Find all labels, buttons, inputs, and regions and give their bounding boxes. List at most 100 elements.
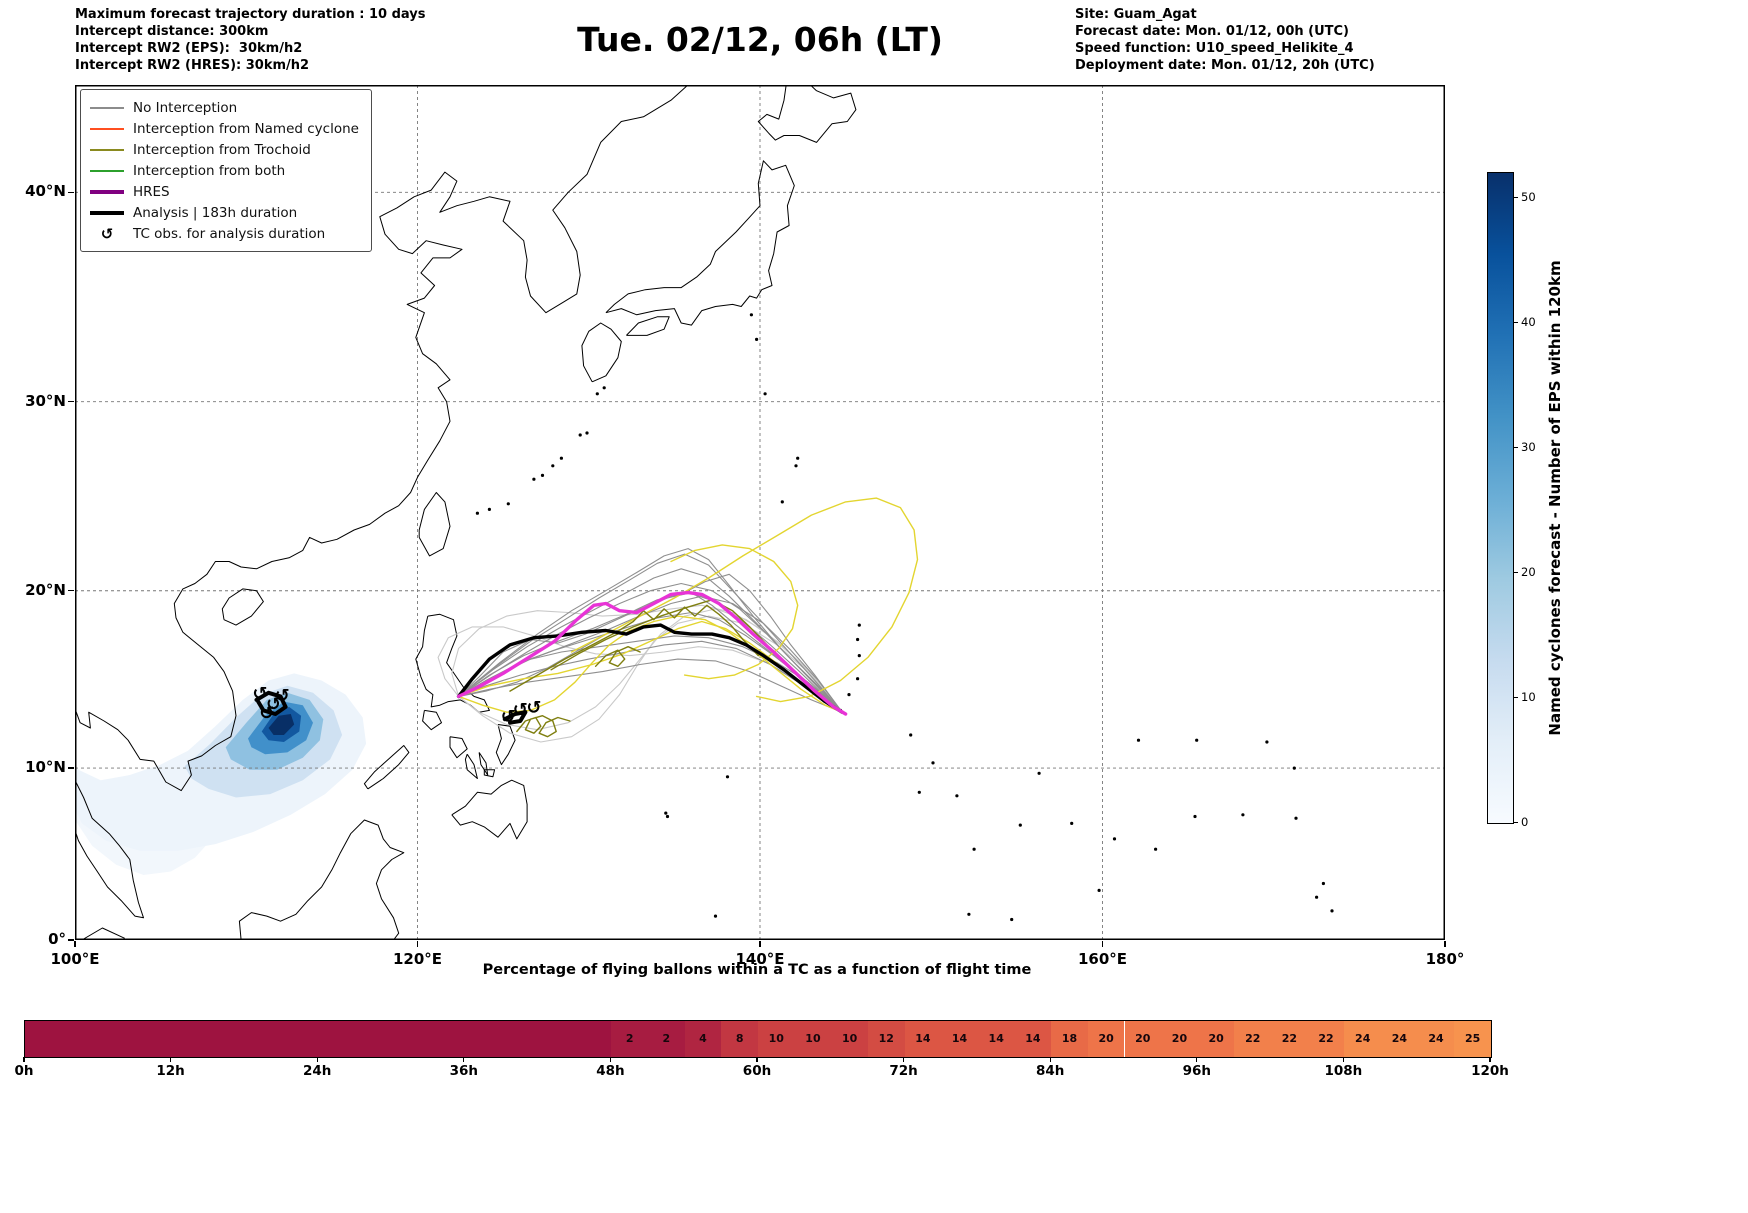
legend-item-label: TC obs. for analysis duration <box>133 225 326 242</box>
timebar-cell: 20 <box>1197 1021 1235 1057</box>
timebar-cell: 14 <box>904 1021 942 1057</box>
timebar-base-segment <box>25 1021 612 1057</box>
island-dots-layer <box>475 313 1334 922</box>
timebar-axis-label: 36h <box>449 1063 478 1079</box>
density-layer <box>75 673 367 875</box>
colorbar-tickmark <box>1513 321 1518 323</box>
timebar-cell: 22 <box>1271 1021 1308 1057</box>
timebar-cell: 24 <box>1381 1021 1418 1057</box>
y-tick-label: 0° <box>48 930 66 948</box>
x-tick-label: 100°E <box>50 950 100 968</box>
timebar-cell: 14 <box>977 1021 1015 1057</box>
colorbar-tickmark <box>1513 821 1518 823</box>
timebar-cell: 22 <box>1307 1021 1345 1057</box>
timebar-cell: 2 <box>648 1021 685 1057</box>
coastline-layer <box>75 85 857 940</box>
legend-item-label: No Interception <box>133 99 238 116</box>
timebar-tickmark <box>23 1057 25 1062</box>
y-tickmark <box>68 767 74 769</box>
colorbar <box>1487 172 1514 824</box>
legend-item: ↺ TC obs. for analysis duration <box>90 223 359 244</box>
analysis-track <box>456 623 844 714</box>
timebar-cell: 18 <box>1051 1021 1088 1057</box>
timebar-tickmark <box>463 1057 465 1062</box>
timebar-tickmark <box>903 1057 905 1062</box>
tc-obs-icon: ↺ <box>526 698 541 719</box>
map-frame <box>75 85 1445 940</box>
legend-line-swatch <box>90 169 124 172</box>
trajectory-map: ↺↺↺↺ ↺↺↺ <box>75 85 1445 940</box>
legend-line-swatch <box>90 148 124 151</box>
legend-item-label: HRES <box>133 183 170 200</box>
timebar-cell: 4 <box>684 1021 722 1057</box>
colorbar-tickmark <box>1513 196 1518 198</box>
timebar-cell: 20 <box>1124 1021 1162 1057</box>
timebar-cell: 2 <box>611 1021 649 1057</box>
timebar-cell: 14 <box>941 1021 978 1057</box>
x-tick-label: 180° <box>1425 950 1465 968</box>
hres-track <box>456 590 848 716</box>
timebar-cell: 24 <box>1344 1021 1382 1057</box>
timebar-axis-label: 72h <box>889 1063 918 1079</box>
legend-line-swatch <box>90 106 124 109</box>
legend-item: Interception from Named cyclone <box>90 118 359 139</box>
legend-line-swatch <box>90 127 124 130</box>
x-tick-label: 160°E <box>1077 950 1128 968</box>
tc-obs-icon: ↺ <box>259 703 274 724</box>
figure-title: Tue. 02/12, 06h (LT) <box>577 20 943 59</box>
x-tickmark <box>759 941 761 947</box>
timebar-tickmark <box>756 1057 758 1062</box>
x-tickmark <box>1101 941 1104 947</box>
timebar-axis-label: 48h <box>596 1063 625 1079</box>
timebar-cell: 8 <box>721 1021 758 1057</box>
config-line: Maximum forecast trajectory duration : 1… <box>75 7 426 22</box>
config-line: Intercept distance: 300km <box>75 24 269 39</box>
info-line: Site: Guam_Agat <box>1075 7 1197 22</box>
tc-obs-icon: ↺ <box>513 699 528 720</box>
legend-item: HRES <box>90 181 359 202</box>
timebar-axis-label: 12h <box>156 1063 185 1079</box>
tc-obs-icon: ↺ <box>501 707 516 728</box>
timebar-axis-label: 108h <box>1324 1063 1363 1079</box>
timebar-cell: 14 <box>1014 1021 1052 1057</box>
info-line: Forecast date: Mon. 01/12, 00h (UTC) <box>1075 24 1350 39</box>
x-tickmark <box>1444 941 1446 947</box>
colorbar-tick-label: 20 <box>1521 565 1536 579</box>
legend-item: No Interception <box>90 97 359 118</box>
legend-item-label: Interception from Trochoid <box>133 141 311 158</box>
timebar-axis-label: 96h <box>1182 1063 1211 1079</box>
colorbar-tick-label: 0 <box>1521 815 1529 829</box>
y-tickmark <box>68 590 74 592</box>
timebar-axis-label: 84h <box>1035 1063 1065 1079</box>
colorbar-tickmark <box>1513 571 1518 573</box>
legend-line-swatch <box>90 210 124 215</box>
trajectories-light-gray <box>437 604 843 743</box>
timebar-axis-label: 24h <box>302 1063 332 1079</box>
tc-obs-layer: ↺↺↺↺ ↺↺↺ <box>252 684 541 728</box>
info-line: Deployment date: Mon. 01/12, 20h (UTC) <box>1075 58 1375 73</box>
y-tickmark <box>68 191 74 193</box>
colorbar-tick-label: 30 <box>1521 440 1536 454</box>
main-tracks <box>456 590 848 716</box>
timebar-cell: 22 <box>1234 1021 1272 1057</box>
y-tick-label: 10°N <box>25 758 66 777</box>
timebar-tickmark <box>609 1057 611 1062</box>
info-line: Speed function: U10_speed_Helikite_4 <box>1075 41 1354 56</box>
run-config-block: Maximum forecast trajectory duration : 1… <box>75 6 426 74</box>
timebar-tickmark <box>316 1057 318 1062</box>
x-tick-label: 120°E <box>392 950 443 968</box>
config-line: Intercept RW2 (HRES): 30km/h2 <box>75 58 310 73</box>
y-tick-label: 40°N <box>25 182 66 201</box>
tc-obs-icon: ↺ <box>100 224 114 243</box>
timebar-cell: 10 <box>831 1021 868 1057</box>
timebar-cell: 24 <box>1417 1021 1455 1057</box>
colorbar-label: Named cyclones forecast - Number of EPS … <box>1546 260 1564 736</box>
timebar-tickmark <box>170 1057 172 1062</box>
timebar-cell: 12 <box>867 1021 905 1057</box>
timebar-axis-label: 60h <box>742 1063 772 1079</box>
tc-obs-icon: ↺ <box>252 684 267 705</box>
timebar-cell: 10 <box>758 1021 795 1057</box>
tc-obs-icon: ↺ <box>266 694 281 715</box>
legend-line-swatch <box>90 189 124 194</box>
